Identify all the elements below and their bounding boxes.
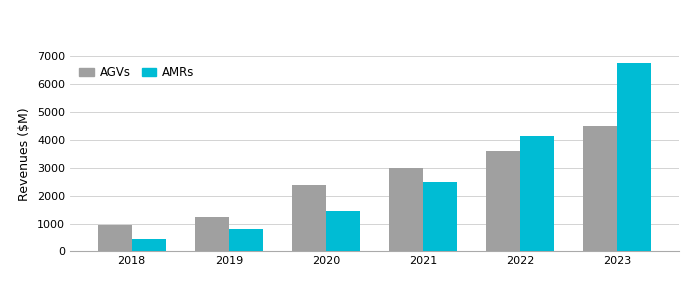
Bar [326,211,360,251]
Y-axis label: Revenues ($M): Revenues ($M) [18,107,32,201]
Bar [195,216,229,251]
Bar [486,151,520,251]
Bar [389,168,423,251]
Bar [583,126,617,251]
Bar [423,182,457,251]
Bar [98,225,132,251]
Bar [132,239,166,251]
Bar [292,185,326,251]
Bar [229,229,262,251]
Text: Forecast for AGV and AMR Revenues: Forecast for AGV and AMR Revenues [10,16,354,34]
Bar [617,63,651,251]
Bar [520,136,554,251]
Legend: AGVs, AMRs: AGVs, AMRs [76,62,198,82]
